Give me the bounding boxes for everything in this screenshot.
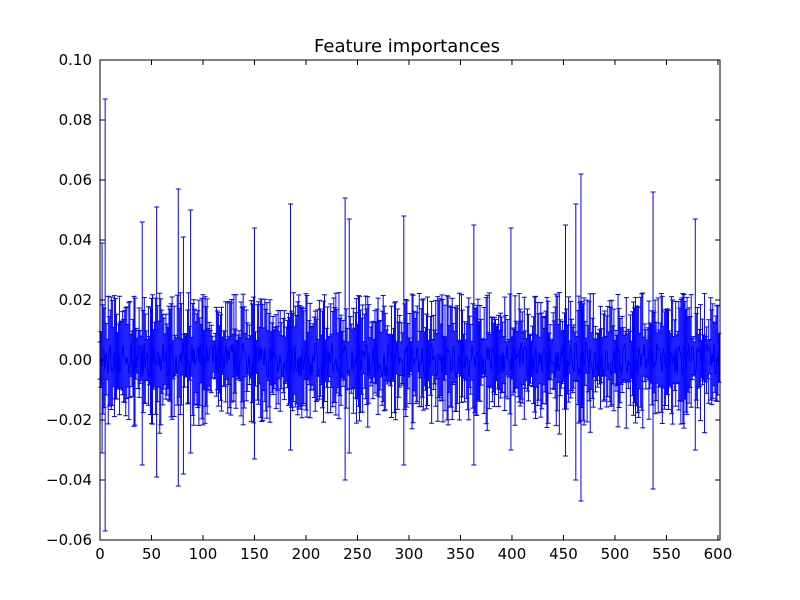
x-tick-label: 500 (601, 545, 630, 563)
y-tick-label: 0.02 (59, 291, 92, 309)
x-axis: 0 50 100 150 200 250 300 350 400 450 500 550 600 (95, 60, 732, 563)
y-tick-label: 0.06 (59, 171, 92, 189)
x-tick-label: 150 (240, 545, 269, 563)
x-tick-label: 450 (549, 545, 578, 563)
y-tick-label: 0.10 (59, 51, 92, 69)
x-tick-label: 600 (704, 545, 733, 563)
x-tick-label: 550 (652, 545, 681, 563)
x-tick-label: 400 (498, 545, 527, 563)
y-tick-label: 0.00 (59, 351, 92, 369)
mean-line (99, 340, 720, 380)
x-tick-label: 250 (343, 545, 372, 563)
y-tick-label: −0.06 (46, 531, 92, 549)
x-tick-label: 50 (142, 545, 161, 563)
x-tick-label: 300 (395, 545, 424, 563)
x-tick-label: 350 (446, 545, 475, 563)
y-axis: −0.06 −0.04 −0.02 0.00 0.02 0.04 0.06 0.08 0.10 (46, 51, 720, 549)
y-tick-label: 0.04 (59, 231, 92, 249)
errorbar-layer (97, 98, 722, 532)
y-tick-label: −0.02 (46, 411, 92, 429)
x-tick-label: 100 (189, 545, 218, 563)
y-tick-label: 0.08 (59, 111, 92, 129)
x-tick-label: 0 (95, 545, 105, 563)
x-tick-label: 200 (292, 545, 321, 563)
chart-title: Feature importances (314, 36, 500, 57)
y-tick-label: −0.04 (46, 471, 92, 489)
